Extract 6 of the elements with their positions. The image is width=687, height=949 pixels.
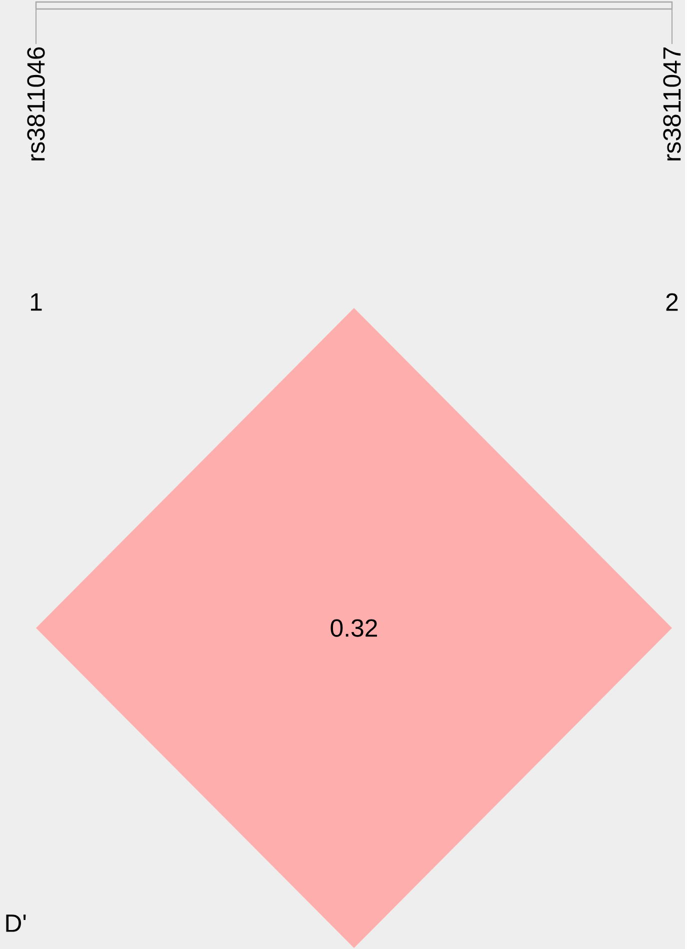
text: 2 — [666, 293, 678, 311]
text: D' — [6, 914, 26, 932]
text: rs3811047 — [663, 47, 681, 160]
text: rs3811046 — [27, 47, 45, 160]
data-label: 0.32 — [330, 619, 377, 637]
text: 1 — [30, 293, 42, 311]
